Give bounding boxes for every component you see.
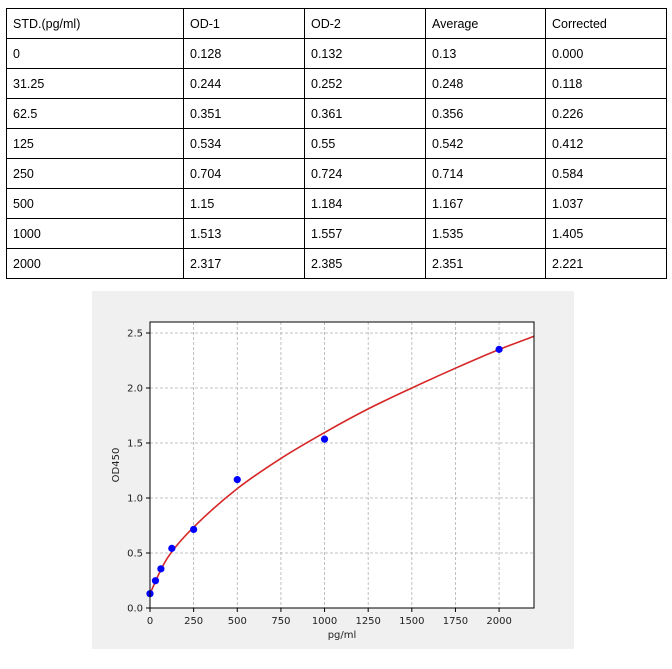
table-cell: 1.037 [545,188,667,219]
x-tick-label: 500 [228,616,247,627]
table-cell: 0.724 [304,158,426,189]
plot-area [150,322,534,608]
column-header: OD-1 [183,8,305,39]
table-cell: 0 [6,38,184,69]
x-tick-label: 1500 [399,616,424,627]
data-point [495,345,503,353]
table-cell: 0.534 [183,128,305,159]
table-cell: 0.118 [545,68,667,99]
column-header: STD.(pg/ml) [6,8,184,39]
standards-table: STD.(pg/ml) OD-1 OD-2 Average Corrected 0 0.12… [6,8,667,279]
y-tick-label: 0.5 [127,549,143,560]
table-row: 500 1.15 1.184 1.167 1.037 [6,188,667,219]
table-row: 62.5 0.351 0.361 0.356 0.226 [6,98,667,129]
data-point [233,476,241,484]
table-cell: 2.221 [545,248,667,279]
chart-svg: 0 250 500 750 1000 1250 1500 1750 2000 0.0 0.5 1.0 1… [111,321,535,641]
table-cell: 125 [6,128,184,159]
table-header-row: STD.(pg/ml) OD-1 OD-2 Average Corrected [6,8,667,39]
table-cell: 0.714 [425,158,546,189]
table-row: 250 0.704 0.724 0.714 0.584 [6,158,667,189]
x-tick-label: 1000 [312,616,337,627]
table-cell: 2.317 [183,248,305,279]
table-cell: 0.412 [545,128,667,159]
data-point [157,565,165,573]
y-tick-label: 1.5 [127,439,143,450]
table-cell: 2.385 [304,248,426,279]
data-point [190,525,198,534]
table-cell: 0.361 [304,98,426,129]
table-row: 125 0.534 0.55 0.542 0.412 [6,128,667,159]
table-cell: 1.557 [304,218,426,249]
x-tick-label: 750 [271,616,290,627]
table-cell: 62.5 [6,98,184,129]
table-cell: 0.226 [545,98,667,129]
table-cell: 500 [6,188,184,219]
standards-table-body: STD.(pg/ml) OD-1 OD-2 Average Corrected 0 0.12… [6,8,667,279]
table-row: 1000 1.513 1.557 1.535 1.405 [6,218,667,249]
table-cell: 0.356 [425,98,546,129]
x-tick-label: 0 [147,616,153,627]
x-tick-label: 1750 [443,616,468,627]
table-cell: 0.000 [545,38,667,69]
data-point [168,544,176,552]
table-cell: 1000 [6,218,184,249]
x-tick-label: 2000 [486,616,511,627]
table-cell: 0.252 [304,68,426,99]
table-cell: 31.25 [6,68,184,99]
y-tick-label: 1.0 [127,494,143,505]
table-cell: 0.244 [183,68,305,99]
table-row: 31.25 0.244 0.252 0.248 0.118 [6,68,667,99]
table-cell: 0.55 [304,128,426,159]
y-tick-label: 0.0 [127,604,143,615]
table-cell: 0.542 [425,128,546,159]
y-tick-label: 2.0 [127,384,143,395]
table-cell: 0.704 [183,158,305,189]
data-point [151,577,160,585]
table-cell: 0.13 [425,38,546,69]
x-axis-title: pg/ml [328,630,357,641]
x-tick-label: 1250 [355,616,380,627]
table-cell: 1.184 [304,188,426,219]
table-cell: 1.167 [425,188,546,219]
fit-curve-line [149,335,535,595]
table-cell: 0.351 [183,98,305,129]
table-row: 0 0.128 0.132 0.13 0.000 [6,38,667,69]
axes-frame [149,321,535,609]
x-tick-label: 250 [184,616,203,627]
y-tick-label: 2.5 [127,329,143,340]
column-header: OD-2 [304,8,426,39]
table-cell: 250 [6,158,184,189]
standard-curve-chart: 0 250 500 750 1000 1250 1500 1750 2000 0.0 0.5 1.0 1… [92,291,574,649]
column-header: Corrected [545,8,667,39]
table-cell: 0.128 [183,38,305,69]
table-cell: 1.15 [183,188,305,219]
table-cell: 0.584 [545,158,667,189]
table-cell: 0.132 [304,38,426,69]
column-header: Average [425,8,546,39]
table-cell: 1.513 [183,218,305,249]
table-cell: 2000 [6,248,184,279]
data-point [320,435,329,443]
table-cell: 1.405 [545,218,667,249]
table-row: 2000 2.317 2.385 2.351 2.221 [6,248,667,279]
table-cell: 2.351 [425,248,546,279]
table-cell: 0.248 [425,68,546,99]
y-axis-title: OD450 [111,448,122,483]
table-cell: 1.535 [425,218,546,249]
